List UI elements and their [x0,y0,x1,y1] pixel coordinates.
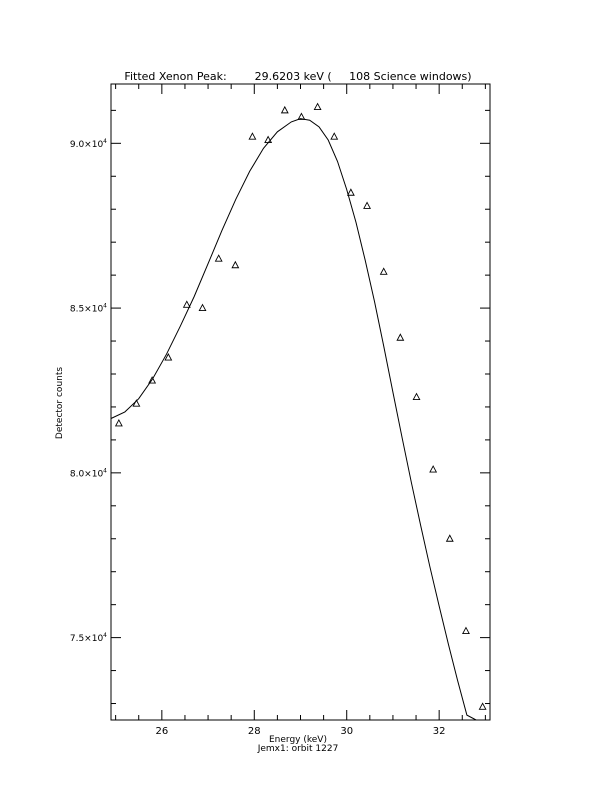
data-points [114,102,487,710]
y-tick-label: 8.0×104 [70,467,107,479]
x-axis-label: Energy (keV) [269,735,327,745]
data-point [148,376,157,384]
data-point [164,353,173,361]
fit-curve [110,118,484,721]
data-point [248,132,257,140]
data-point [280,105,289,114]
y-axis-label: Detector counts [55,367,65,439]
x-tick-label: 30 [340,726,353,737]
y-tick-label: 8.5×104 [70,303,107,315]
data-point [132,399,141,407]
data-point [214,254,223,262]
tick-labels: 26 28 30 32 7.5×104 8.0×104 8.5×104 9.0×104 [70,138,446,737]
data-point [182,300,191,308]
data-point [462,626,470,634]
x-tick-label: 28 [248,726,261,737]
data-point [346,188,355,196]
x-tick-label: 26 [155,726,168,737]
data-point [114,418,123,427]
data-point [264,135,273,143]
data-point [330,132,339,140]
data-point [429,465,438,473]
x-tick-label: 32 [433,726,446,737]
y-tick-label: 9.0×104 [70,138,107,150]
data-point [478,702,487,710]
data-point [297,112,306,120]
data-point [412,392,421,401]
axis-ticks [111,84,490,720]
data-point [379,267,388,275]
data-point [445,534,454,542]
y-tick-label: 7.5×104 [70,632,107,644]
plot-frame [110,83,491,721]
chart-title: Fitted Xenon Peak: 29.6203 keV ( 108 Sci… [124,70,471,83]
data-point [363,201,372,209]
data-point [313,102,322,111]
data-point [396,333,405,341]
chart-subtitle: Jemx1: orbit 1227 [257,744,339,754]
data-point [198,303,207,312]
data-point [231,260,240,269]
